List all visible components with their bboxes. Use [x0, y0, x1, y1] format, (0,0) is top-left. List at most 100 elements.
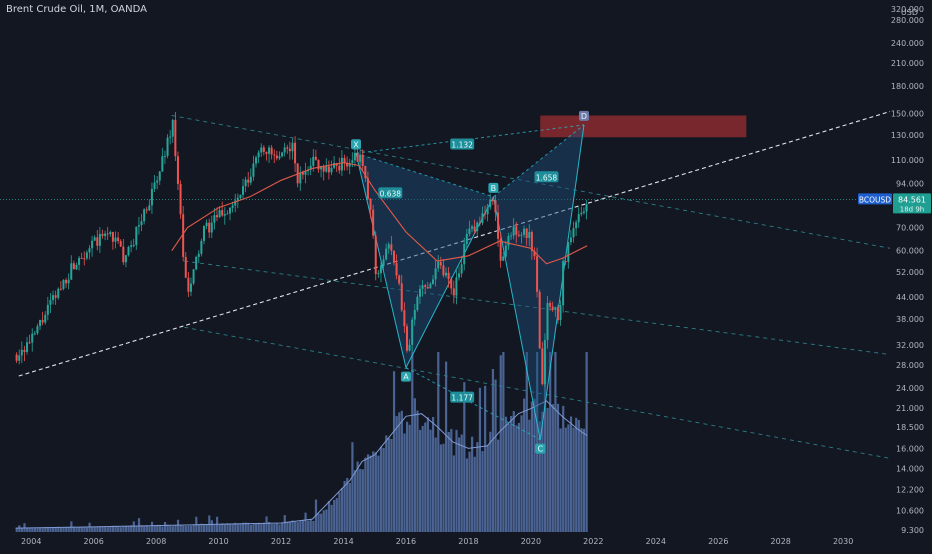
volume-bar	[179, 525, 182, 532]
price-tick-label: 21.000	[896, 404, 924, 413]
price-tick-label: 18.500	[896, 423, 924, 432]
volume-bar	[463, 382, 466, 532]
volume-bar	[434, 437, 437, 532]
volume-bar	[437, 352, 440, 532]
candle-up	[387, 244, 390, 249]
pattern-point-label-d: D	[581, 112, 587, 121]
price-tick-label: 52.000	[896, 268, 924, 277]
volume-bar	[85, 527, 89, 532]
volume-bar	[200, 523, 203, 532]
candle-up	[304, 171, 307, 175]
moving-average-line	[171, 162, 588, 265]
volume-bar	[471, 436, 474, 532]
candle-up	[218, 210, 221, 218]
volume-bar	[458, 437, 461, 532]
volume-bar	[361, 469, 364, 532]
volume-bar	[299, 521, 302, 532]
candle-down	[439, 261, 442, 266]
candle-up	[223, 214, 226, 216]
candle-down	[187, 277, 190, 292]
candle-up	[333, 163, 336, 168]
symbol-name: BCOUSD	[859, 195, 891, 204]
candle-up	[463, 243, 466, 265]
candle-up	[468, 228, 471, 235]
pattern-point-label-b: B	[491, 184, 497, 193]
ratio-badge	[450, 391, 475, 403]
moving-average-layer	[171, 162, 588, 265]
candle-down	[499, 238, 502, 261]
volume-bar	[450, 429, 453, 532]
candle-down	[491, 200, 494, 202]
candle-up	[132, 245, 135, 247]
volume-bar	[379, 446, 383, 532]
volume-bar	[340, 488, 344, 532]
candle-up	[476, 222, 479, 231]
volume-bar	[46, 527, 50, 532]
volume-bar	[398, 412, 401, 532]
candle-down	[117, 237, 120, 242]
candle-down	[405, 326, 408, 351]
candle-down	[262, 147, 265, 152]
candle-up	[434, 268, 437, 280]
candle-up	[78, 257, 81, 265]
volume-bar	[431, 416, 435, 532]
volume-bar	[54, 527, 57, 532]
candle-up	[114, 237, 117, 242]
volume-bar	[202, 524, 206, 532]
candle-up	[44, 314, 47, 323]
volume-bar	[278, 524, 281, 532]
candle-down	[426, 286, 429, 289]
volume-bar	[117, 526, 120, 532]
candle-down	[119, 241, 122, 247]
candle-up	[257, 152, 260, 158]
candle-down	[403, 310, 406, 327]
volume-bar	[44, 527, 47, 532]
candle-down	[484, 213, 487, 215]
candle-down	[533, 251, 536, 257]
time-tick-label: 2020	[521, 537, 541, 546]
volume-bar	[372, 451, 375, 532]
volume-bar	[91, 526, 94, 532]
candle-up	[124, 255, 127, 263]
candle-up	[33, 333, 36, 335]
pattern-labels-layer: X A B C D 0.638 1.132 1.658 1.177	[351, 110, 589, 454]
candle-down	[270, 147, 273, 155]
candle-down	[549, 303, 552, 307]
volume-bar	[504, 416, 508, 532]
volume-bar	[137, 518, 141, 532]
volume-bar	[49, 527, 52, 532]
candle-down	[536, 256, 539, 292]
candle-up	[195, 256, 198, 270]
candle-up	[351, 160, 354, 163]
volume-bar	[109, 526, 112, 532]
time-tick-label: 2026	[708, 537, 728, 546]
volume-bar	[83, 527, 86, 532]
volume-bar	[104, 527, 107, 532]
harmonic-pattern-layer	[355, 115, 747, 441]
candle-down	[215, 215, 218, 218]
volume-bar	[70, 521, 73, 532]
volume-bar	[39, 527, 42, 532]
volume-bar	[320, 513, 323, 532]
volume-bar	[260, 523, 263, 532]
candle-up	[229, 207, 232, 214]
candle-up	[312, 156, 315, 166]
candle-up	[153, 182, 156, 189]
candle-up	[577, 214, 580, 223]
price-tick-label: 9.300	[901, 526, 924, 535]
volume-bar	[208, 515, 211, 532]
channel-line	[171, 115, 891, 249]
volume-bar	[78, 527, 81, 532]
volume-bar	[330, 504, 333, 532]
candle-up	[205, 222, 208, 227]
price-tick-label: 16.000	[896, 445, 924, 454]
candle-up	[291, 142, 294, 152]
candle-up	[39, 319, 42, 327]
last-price-value: 84.561	[898, 195, 926, 204]
candle-down	[273, 154, 276, 156]
volume-bar	[502, 352, 505, 532]
volume-bar	[304, 512, 307, 532]
volume-bar	[221, 523, 224, 532]
